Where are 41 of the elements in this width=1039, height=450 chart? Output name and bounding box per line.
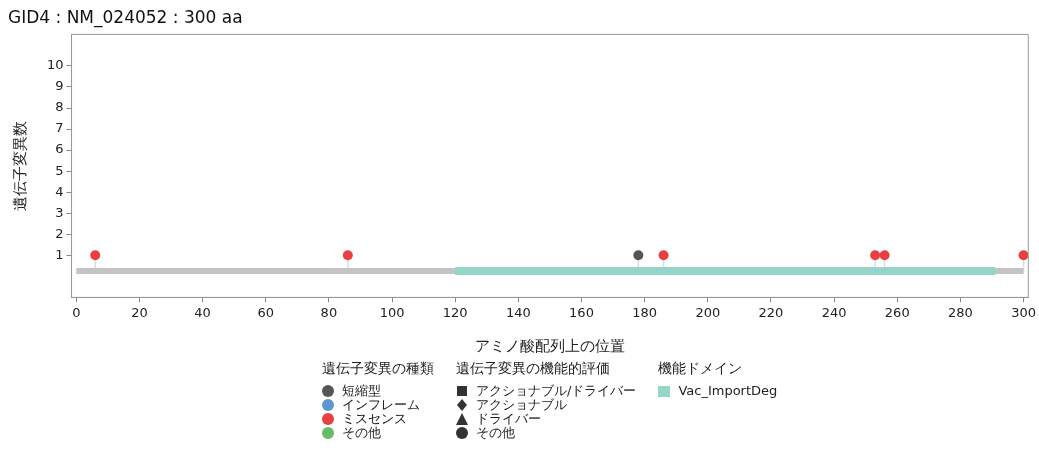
text: ドライバー: [476, 411, 541, 426]
x-tick-label: 120: [442, 304, 468, 320]
legend-label: Vac_ImportDeg: [678, 383, 778, 398]
x-tick-label: 240: [821, 304, 847, 320]
y-tick-label: 7: [55, 120, 64, 136]
x-tick-label: 100: [379, 304, 405, 320]
legend-title: 遺伝子変異の種類: [322, 360, 434, 378]
legend-label: ミスセンス: [342, 411, 407, 426]
y-axis-title: 遺伝子変異数: [10, 120, 29, 211]
text: 遺伝子変異の機能的評価: [456, 360, 611, 378]
x-tick-label: 160: [569, 304, 594, 320]
y-tick-label: 1: [55, 246, 64, 262]
x-tick-label: 200: [695, 304, 721, 320]
y-tick-label: 3: [55, 204, 64, 220]
x-tick-label: 300: [1011, 304, 1036, 320]
x-tick-label: 80: [320, 304, 338, 320]
x-axis-title: アミノ酸配列上の位置: [474, 336, 625, 355]
x-tick-label: 140: [505, 304, 531, 320]
x-tick-label: 180: [632, 304, 658, 320]
x-tick-label: 280: [947, 304, 973, 320]
x-tick-label: 0: [72, 304, 81, 320]
legend-label: インフレーム: [342, 397, 420, 412]
x-tick-label: 40: [194, 304, 211, 320]
x-tick-label: 220: [758, 304, 784, 320]
y-tick-label: 6: [55, 141, 64, 157]
legend-label: その他: [342, 425, 381, 440]
y-tick-label: 5: [55, 162, 64, 178]
y-tick-label: 4: [55, 183, 64, 199]
text: 機能ドメイン: [658, 360, 744, 378]
x-tick-label: 60: [257, 304, 275, 320]
y-tick-label: 8: [55, 99, 64, 115]
y-tick-label: 2: [55, 225, 64, 241]
x-tick-label: 260: [884, 304, 910, 320]
legend-label: 短縮型: [342, 383, 381, 398]
text: アクショナブル/ドライバー: [476, 383, 637, 398]
chart-title: GID4 : NM_024052 : 300 aa: [8, 6, 243, 28]
text: その他: [476, 425, 515, 440]
y-tick-label: 9: [55, 78, 64, 94]
y-tick-label: 10: [47, 57, 64, 73]
x-tick-label: 20: [131, 304, 148, 320]
text: アクショナブル: [476, 397, 567, 412]
